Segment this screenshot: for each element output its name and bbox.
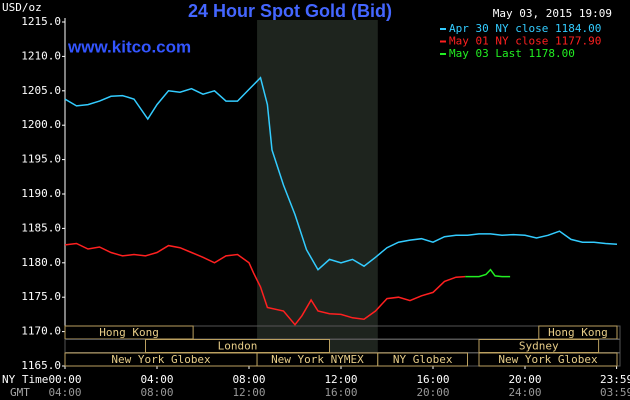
x2-tick-label: 20:00 (416, 386, 449, 399)
y-tick-label: 1185.0 (21, 221, 61, 234)
session-label: London (218, 340, 258, 353)
x-tick-label: 20:00 (508, 373, 541, 386)
x2-tick-label: 08:00 (140, 386, 173, 399)
y-tick-label: 1175.0 (21, 290, 61, 303)
y-axis-label: USD/oz (2, 1, 42, 14)
y-tick-label: 1200.0 (21, 118, 61, 131)
session-label: New York Globex (111, 353, 211, 366)
x-tick-label: 00:00 (48, 373, 81, 386)
legend-label: May 01 NY close 1177.90 (449, 35, 601, 48)
site-label: www.kitco.com (67, 37, 191, 56)
y-tick-label: 1205.0 (21, 84, 61, 97)
chart-title: 24 Hour Spot Gold (Bid) (188, 1, 392, 21)
x2-tick-label: 12:00 (232, 386, 265, 399)
session-box (377, 352, 468, 367)
session-label: New York NYMEX (271, 353, 364, 366)
x-tick-label: 04:00 (140, 373, 173, 386)
session-box (478, 352, 618, 367)
x-axis-label: NY Time (2, 373, 48, 386)
series-line (64, 242, 466, 326)
series-line (64, 76, 618, 271)
timestamp: May 03, 2015 19:09 (493, 7, 612, 20)
x-tick-label: 08:00 (232, 373, 265, 386)
legend-label: May 03 Last 1178.00 (449, 47, 575, 60)
legend-label: Apr 30 NY close 1184.00 (449, 22, 601, 35)
series-line (465, 268, 511, 278)
x2-tick-label: 16:00 (324, 386, 357, 399)
session-shade (257, 20, 378, 366)
session-label: Hong Kong (99, 326, 159, 339)
x-tick-label: 16:00 (416, 373, 449, 386)
y-tick-label: 1165.0 (21, 359, 61, 372)
x-tick-label: 12:00 (324, 373, 357, 386)
session-label: Hong Kong (548, 326, 608, 339)
y-tick-label: 1190.0 (21, 187, 61, 200)
session-label: NY Globex (393, 353, 453, 366)
session-label: New York Globex (498, 353, 598, 366)
session-label: Sydney (519, 340, 559, 353)
x-tick-label: 23:59 (600, 373, 630, 386)
x2-tick-label: 24:00 (508, 386, 541, 399)
x2-tick-label: 03:59 (600, 386, 630, 399)
y-tick-label: 1170.0 (21, 325, 61, 338)
y-tick-label: 1210.0 (21, 49, 61, 62)
y-tick-label: 1180.0 (21, 256, 61, 269)
y-tick-label: 1215.0 (21, 15, 61, 28)
x2-tick-label: 04:00 (48, 386, 81, 399)
x2-axis-label: GMT (10, 386, 30, 399)
y-tick-label: 1195.0 (21, 153, 61, 166)
